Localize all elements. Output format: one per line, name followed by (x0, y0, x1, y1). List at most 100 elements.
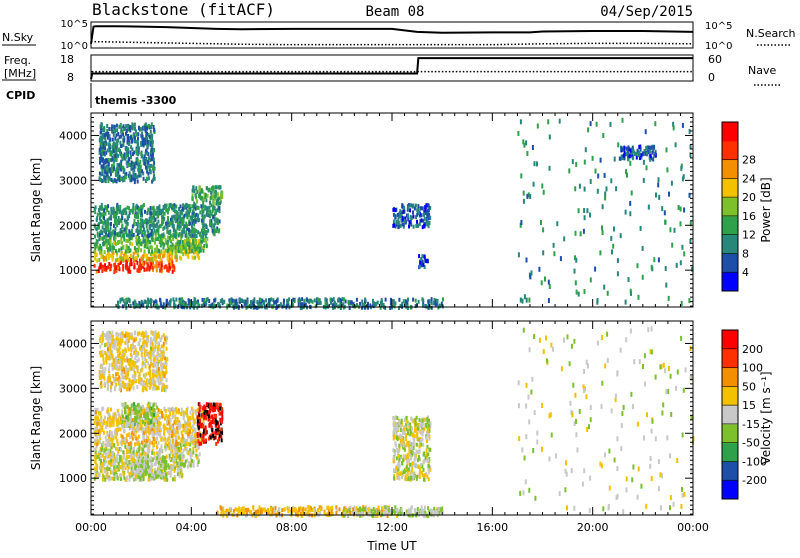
echo-cell (172, 439, 174, 443)
echo-cell (642, 246, 644, 251)
echo-cell (192, 209, 194, 213)
echo-cell (203, 224, 205, 228)
echo-cell (123, 138, 125, 142)
echo-cell (103, 129, 105, 133)
echo-cell (160, 224, 162, 228)
echo-cell (578, 292, 580, 297)
echo-cell (131, 122, 133, 126)
echo-cell (137, 180, 139, 184)
echo-cell (596, 122, 598, 127)
echo-cell (192, 239, 194, 243)
echo-cell (154, 456, 156, 460)
echo-cell (102, 407, 104, 411)
echo-cell (629, 201, 631, 206)
echo-cell (150, 265, 152, 269)
echo-cell (125, 155, 127, 159)
echo-cell (137, 224, 139, 228)
echo-cell (125, 439, 127, 443)
echo-cell (116, 158, 118, 162)
echo-cell (168, 442, 170, 446)
echo-cell (97, 232, 99, 236)
colorbar-segment (722, 272, 738, 291)
echo-cell (657, 182, 659, 187)
echo-cell (102, 454, 104, 458)
cpid-label: CPID (6, 89, 35, 102)
echo-cell (150, 298, 152, 302)
echo-cell (126, 455, 128, 459)
echo-cell (97, 439, 99, 443)
echo-cell (166, 420, 168, 424)
echo-cell (260, 298, 262, 302)
echo-cell (630, 149, 632, 153)
echo-cell (99, 250, 101, 254)
echo-cell (217, 198, 219, 202)
echo-cell (133, 455, 135, 459)
echo-cell (165, 466, 167, 470)
echo-cell (392, 208, 394, 212)
echo-cell (638, 145, 640, 149)
echo-cell (203, 412, 205, 416)
echo-cell (116, 439, 118, 443)
echo-cell (147, 140, 149, 144)
echo-cell (113, 133, 115, 137)
colorbar-tick-label: 24 (742, 172, 756, 185)
echo-cell (106, 472, 108, 476)
echo-cell (107, 132, 109, 136)
echo-cell (625, 169, 627, 174)
echo-cell (104, 229, 106, 233)
echo-cell (137, 137, 139, 141)
echo-cell (186, 238, 188, 242)
echo-cell (115, 266, 117, 270)
echo-cell (176, 430, 178, 434)
echo-cell (335, 303, 337, 307)
echo-cell (205, 198, 207, 202)
echo-cell (109, 152, 111, 156)
echo-cell (122, 143, 124, 147)
echo-cell (325, 302, 327, 306)
power-colorbar-label: Power [dB] (759, 177, 773, 242)
cpid-value: themis -3300 (95, 94, 177, 107)
echo-cell (602, 133, 604, 138)
echo-cell (183, 225, 185, 229)
echo-cell (172, 204, 174, 208)
echo-cell (108, 449, 110, 453)
echo-cell (147, 234, 149, 238)
echo-cell (417, 224, 419, 228)
echo-cell (148, 418, 150, 422)
echo-cell (666, 167, 668, 172)
echo-cell (116, 258, 118, 262)
echo-cell (144, 161, 146, 165)
echo-cell (540, 220, 542, 225)
echo-cell (420, 257, 422, 261)
echo-cell (103, 208, 105, 212)
echo-cell (142, 420, 144, 424)
echo-cell (215, 185, 217, 189)
echo-cell (202, 190, 204, 194)
echo-cell (180, 443, 182, 447)
echo-cell (409, 220, 411, 224)
echo-cell (125, 172, 127, 176)
echo-cell (189, 233, 191, 237)
echo-cell (574, 186, 576, 191)
echo-cell (100, 246, 102, 250)
echo-cell (188, 442, 190, 446)
echo-cell (549, 284, 551, 289)
echo-cell (219, 186, 221, 190)
echo-cell (133, 252, 135, 256)
echo-cell (119, 421, 121, 425)
echo-cell (100, 207, 102, 211)
echo-cell (160, 238, 162, 242)
echo-cell (181, 453, 183, 457)
echo-cell (142, 435, 144, 439)
echo-cell (181, 431, 183, 435)
echo-cell (104, 456, 106, 460)
echo-cell (134, 214, 136, 218)
echo-cell (138, 126, 140, 130)
y-tick-label: 2000 (59, 219, 87, 232)
echo-cell (113, 270, 115, 274)
echo-cell (152, 140, 154, 144)
echo-cell (664, 210, 666, 215)
echo-cell (651, 151, 653, 155)
echo-cell (183, 302, 185, 306)
echo-cell (124, 429, 126, 433)
